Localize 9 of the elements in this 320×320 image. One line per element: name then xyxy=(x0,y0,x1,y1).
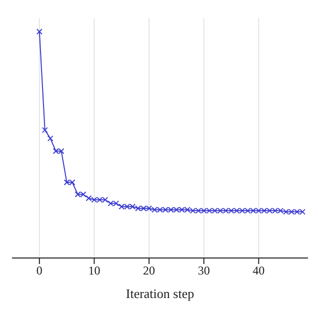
point xyxy=(42,127,48,134)
x-tick-label: 0 xyxy=(36,264,42,278)
point xyxy=(47,135,54,142)
x-tick-label: 30 xyxy=(198,264,210,278)
x-tick-label: 20 xyxy=(143,264,156,278)
x-tick-label: 10 xyxy=(88,264,100,278)
point xyxy=(36,28,42,35)
x-axis-title: Iteration step xyxy=(126,286,194,301)
x-tick-label: 40 xyxy=(252,264,265,278)
